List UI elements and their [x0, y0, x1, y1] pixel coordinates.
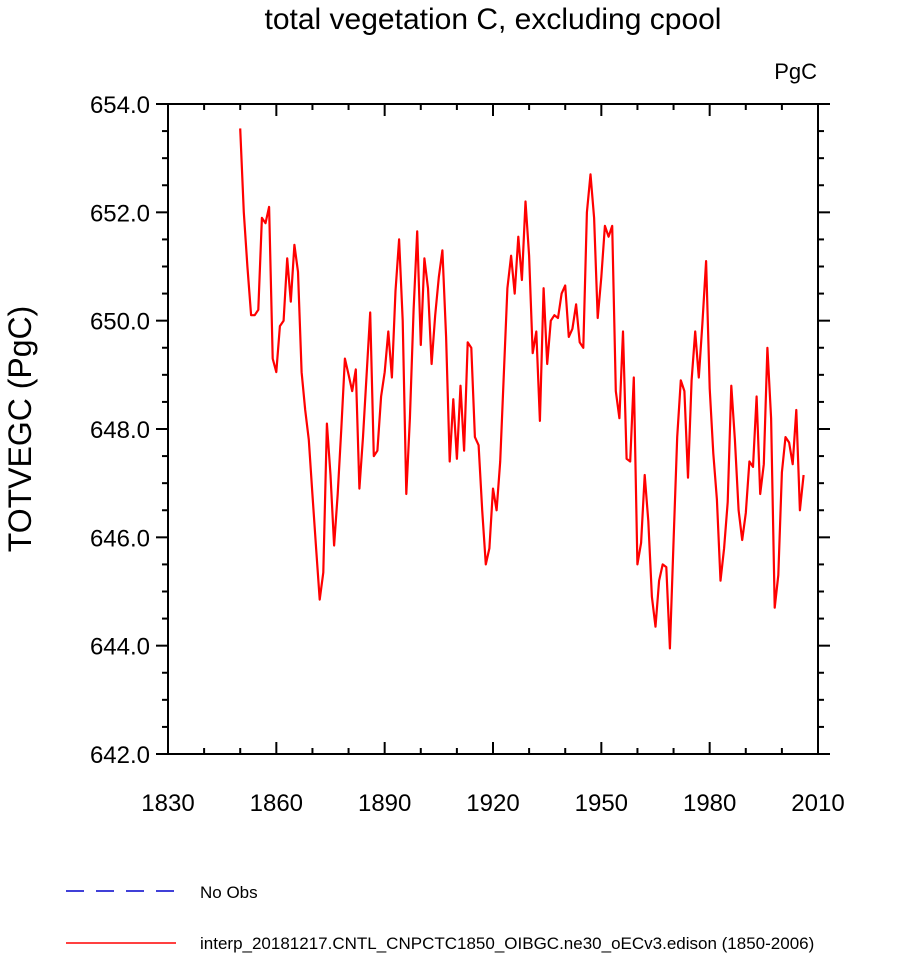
- legend-label-model: interp_20181217.CNTL_CNPCTC1850_OIBGC.ne…: [200, 934, 814, 953]
- y-tick-label: 652.0: [90, 200, 150, 227]
- chart-title: total vegetation C, excluding cpool: [265, 3, 722, 36]
- y-tick-label: 650.0: [90, 309, 150, 336]
- y-tick-label: 654.0: [90, 92, 150, 119]
- x-tick-label: 1920: [466, 790, 519, 817]
- y-tick-label: 646.0: [90, 525, 150, 552]
- x-tick-label: 1950: [575, 790, 628, 817]
- series-lines: [239, 128, 805, 650]
- x-tick-label: 1980: [683, 790, 736, 817]
- x-tick-label: 2010: [791, 790, 844, 817]
- y-tick-label: 642.0: [90, 742, 150, 769]
- axis-tick-labels: 1830 1860 1890 1920 1950 1980 2010 642.0 644.0 64…: [90, 92, 845, 817]
- y-axis-label: TOTVEGC (PgC): [2, 306, 38, 553]
- legend-label-no-obs: No Obs: [200, 883, 258, 902]
- units-label: PgC: [774, 59, 817, 84]
- plot-frame: [167, 103, 819, 755]
- x-tick-label: 1830: [141, 790, 194, 817]
- axis-ticks: [156, 103, 830, 755]
- y-tick-label: 648.0: [90, 417, 150, 444]
- legend: No Obs interp_20181217.CNTL_CNPCTC1850_O…: [66, 883, 814, 953]
- series-line-1: [239, 128, 805, 650]
- x-tick-label: 1890: [358, 790, 411, 817]
- x-tick-label: 1860: [250, 790, 303, 817]
- y-tick-label: 644.0: [90, 634, 150, 661]
